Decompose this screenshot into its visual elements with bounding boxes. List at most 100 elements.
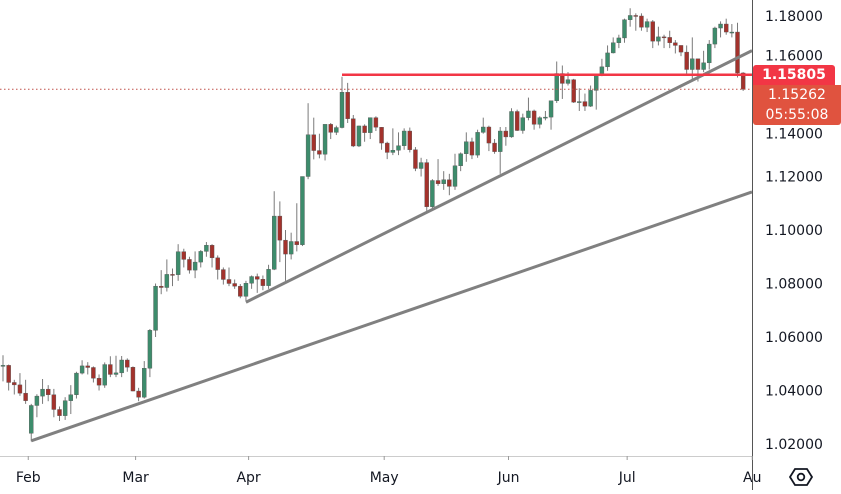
- candle-body: [656, 36, 661, 42]
- candle-body: [255, 276, 260, 280]
- candle-body: [740, 72, 746, 90]
- candle-body: [644, 21, 650, 28]
- candle: [328, 123, 333, 140]
- candle: [272, 191, 277, 271]
- candle-body: [401, 130, 407, 146]
- price-tick-label: 1.18000: [765, 9, 823, 25]
- candle-body: [729, 31, 735, 34]
- candle-body: [396, 145, 401, 151]
- candle: [243, 280, 249, 302]
- candle: [520, 113, 525, 134]
- candle: [373, 116, 379, 132]
- candle: [650, 20, 655, 49]
- time-axis[interactable]: Feb Mar Apr May Jun Jul Au: [16, 456, 762, 486]
- candle: [577, 88, 582, 111]
- candle-body: [249, 276, 254, 284]
- candle: [492, 139, 497, 154]
- candle-body: [23, 392, 28, 401]
- price-tick-label: 1.10000: [765, 223, 823, 239]
- candle: [616, 34, 622, 49]
- candle-body: [565, 79, 571, 84]
- candle-body: [684, 51, 689, 70]
- candle-body: [509, 111, 514, 138]
- candle: [136, 387, 141, 402]
- price-tick-label: 1.06000: [765, 330, 823, 346]
- candle: [305, 103, 311, 180]
- candle: [379, 127, 384, 150]
- candle-body: [300, 176, 305, 245]
- candle: [6, 364, 11, 391]
- candle-body: [334, 127, 339, 133]
- candle: [707, 40, 712, 70]
- candle: [113, 355, 119, 378]
- candle-body: [288, 241, 294, 255]
- candle-body: [125, 359, 130, 368]
- candle: [215, 255, 220, 280]
- candle-body: [29, 405, 34, 434]
- candle: [718, 21, 723, 38]
- candle: [130, 366, 136, 392]
- candle: [469, 137, 475, 160]
- candle: [125, 358, 130, 372]
- candle: [531, 109, 537, 130]
- candle: [198, 250, 203, 268]
- candle-body: [130, 367, 136, 392]
- candle-body: [526, 110, 531, 118]
- candle-body: [577, 101, 582, 103]
- candle: [249, 275, 254, 289]
- candle: [413, 147, 418, 172]
- candle-body: [622, 19, 627, 39]
- candle: [283, 230, 288, 281]
- candle-body: [181, 251, 187, 260]
- candle-body: [531, 110, 537, 125]
- candle-body: [390, 150, 396, 153]
- price-axis[interactable]: 1.18000 1.16000 1.14000 1.12000 1.10000 1.080…: [765, 9, 823, 453]
- candle-body: [209, 245, 215, 259]
- candle: [673, 40, 678, 54]
- candle-body: [322, 124, 328, 155]
- candle: [458, 152, 463, 172]
- candle-body: [571, 79, 576, 103]
- candle-body: [221, 269, 226, 280]
- candle-body: [616, 37, 622, 43]
- candle: [644, 18, 650, 33]
- candle: [724, 18, 729, 35]
- candle-body: [481, 126, 486, 133]
- candle-body: [328, 124, 333, 133]
- price-tick-label: 1.08000: [765, 277, 823, 293]
- candle-body: [85, 365, 90, 368]
- candle: [407, 127, 412, 153]
- candle: [209, 244, 215, 268]
- candle-body: [707, 43, 712, 64]
- candle: [486, 125, 492, 152]
- candle: [164, 259, 170, 292]
- trendline[interactable]: [30, 190, 753, 443]
- trendline[interactable]: [245, 49, 753, 304]
- candle-body: [594, 74, 599, 91]
- candle-body: [554, 73, 559, 101]
- time-tick-label: May: [370, 470, 399, 486]
- candle: [0, 355, 6, 382]
- candle: [452, 153, 458, 190]
- candle: [588, 85, 593, 107]
- candle-body: [503, 130, 509, 138]
- candle-body: [119, 359, 124, 374]
- candle: [294, 203, 299, 252]
- candle: [627, 8, 633, 27]
- candle: [582, 93, 588, 111]
- candle-body: [232, 283, 237, 287]
- candle: [611, 37, 616, 54]
- candle: [537, 116, 542, 129]
- candle: [481, 117, 486, 134]
- candle: [153, 283, 158, 337]
- chart-settings-icon[interactable]: [788, 464, 814, 490]
- candle: [255, 273, 260, 293]
- candle-body: [633, 15, 638, 17]
- candle: [266, 264, 271, 289]
- candle: [170, 268, 175, 287]
- candle-body: [57, 409, 62, 416]
- candle-body: [627, 15, 633, 20]
- candle-body: [198, 251, 203, 263]
- candle: [661, 34, 667, 49]
